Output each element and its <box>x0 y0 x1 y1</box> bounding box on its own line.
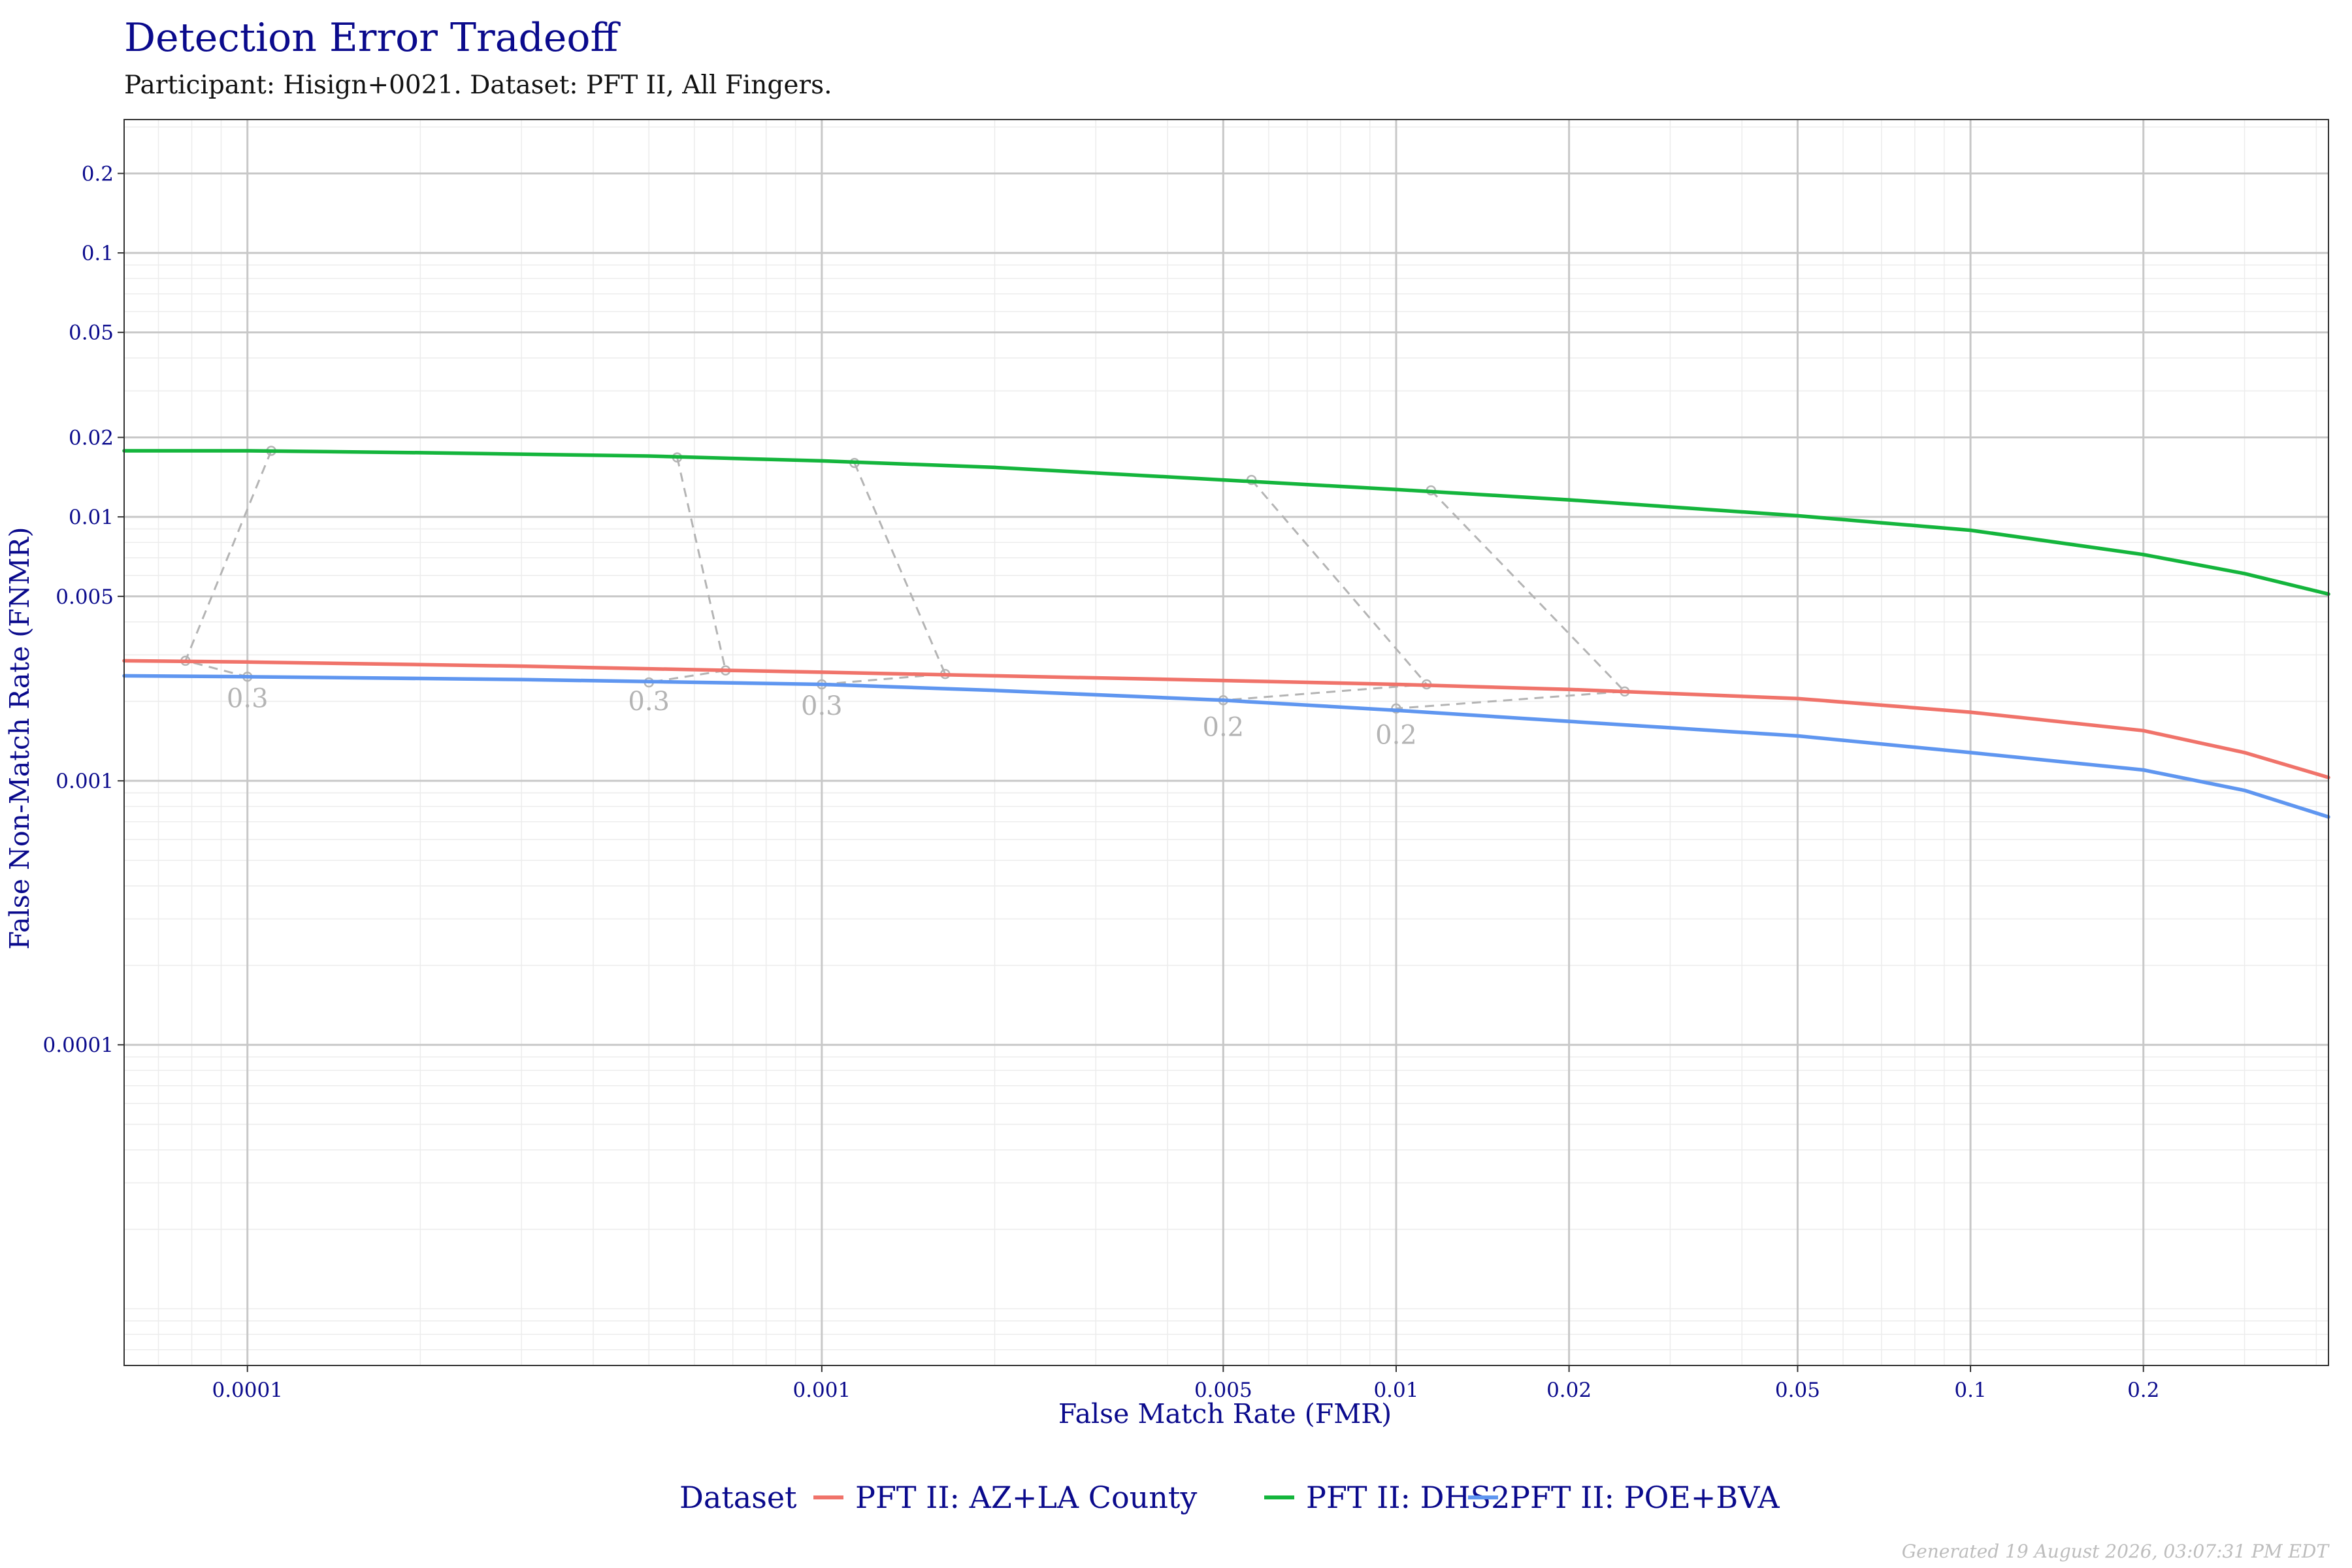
series-lines <box>122 449 2330 819</box>
series-line-poe <box>122 674 2330 819</box>
threshold-label: 0.3 <box>801 691 843 721</box>
x-axis-title: False Match Rate (FMR) <box>1058 1398 1392 1429</box>
x-axis-ticks: 0.0001 0.001 0.005 0.01 0.02 0.05 0.1 0.2 <box>212 1365 2159 1402</box>
chart-title: Detection Error Tradeoff <box>124 15 621 61</box>
y-axis-ticks: 0.0001 0.001 0.005 0.01 0.02 0.05 0.1 0.2 <box>43 162 124 1057</box>
series-line-az <box>122 659 2330 779</box>
x-tick-label: 0.1 <box>1954 1379 1986 1402</box>
y-tick-label: 0.02 <box>69 427 114 450</box>
legend: Dataset PFT II: AZ+LA County PFT II: DHS2… <box>679 1480 1780 1515</box>
threshold-label: 0.2 <box>1375 721 1417 751</box>
legend-title: Dataset <box>679 1480 797 1515</box>
threshold-label: 0.3 <box>227 684 269 714</box>
legend-label-az: PFT II: AZ+LA County <box>855 1480 1197 1515</box>
major-gridlines <box>124 120 2328 1365</box>
threshold-label: 0.2 <box>1203 712 1245 742</box>
plot-area: 0.3 0.3 0.3 0.2 0.2 <box>122 119 2330 1366</box>
x-tick-label: 0.2 <box>2127 1379 2159 1402</box>
x-tick-label: 0.02 <box>1546 1379 1592 1402</box>
y-tick-label: 0.2 <box>82 162 114 186</box>
y-tick-label: 0.01 <box>69 506 114 529</box>
plot-background <box>124 120 2328 1365</box>
legend-items: PFT II: AZ+LA County PFT II: DHS2 PFT II: … <box>813 1480 1780 1515</box>
x-tick-label: 0.0001 <box>212 1379 282 1402</box>
y-tick-label: 0.005 <box>56 585 114 609</box>
y-tick-label: 0.001 <box>56 770 114 793</box>
legend-label-poe: PFT II: POE+BVA <box>1510 1480 1780 1515</box>
y-tick-label: 0.05 <box>69 321 114 345</box>
x-tick-label: 0.005 <box>1194 1379 1252 1402</box>
y-axis-title: False Non-Match Rate (FNMR) <box>4 527 35 950</box>
plot-border <box>123 119 2329 1366</box>
x-tick-label: 0.05 <box>1775 1379 1820 1402</box>
x-tick-label: 0.001 <box>792 1379 851 1402</box>
chart-subtitle: Participant: Hisign+0021. Dataset: PFT I… <box>124 71 832 100</box>
series-line-dhs2 <box>122 449 2330 596</box>
x-tick-label: 0.01 <box>1373 1379 1418 1402</box>
y-tick-label: 0.1 <box>82 242 114 265</box>
threshold-labels: 0.3 0.3 0.3 0.2 0.2 <box>227 684 1417 751</box>
generated-timestamp: Generated 19 August 2026, 03:07:31 PM ED… <box>1902 1541 2330 1562</box>
y-tick-label: 0.0001 <box>43 1034 114 1057</box>
threshold-link-line <box>648 457 727 683</box>
threshold-link-line <box>1396 489 1627 710</box>
threshold-label: 0.3 <box>628 687 670 717</box>
